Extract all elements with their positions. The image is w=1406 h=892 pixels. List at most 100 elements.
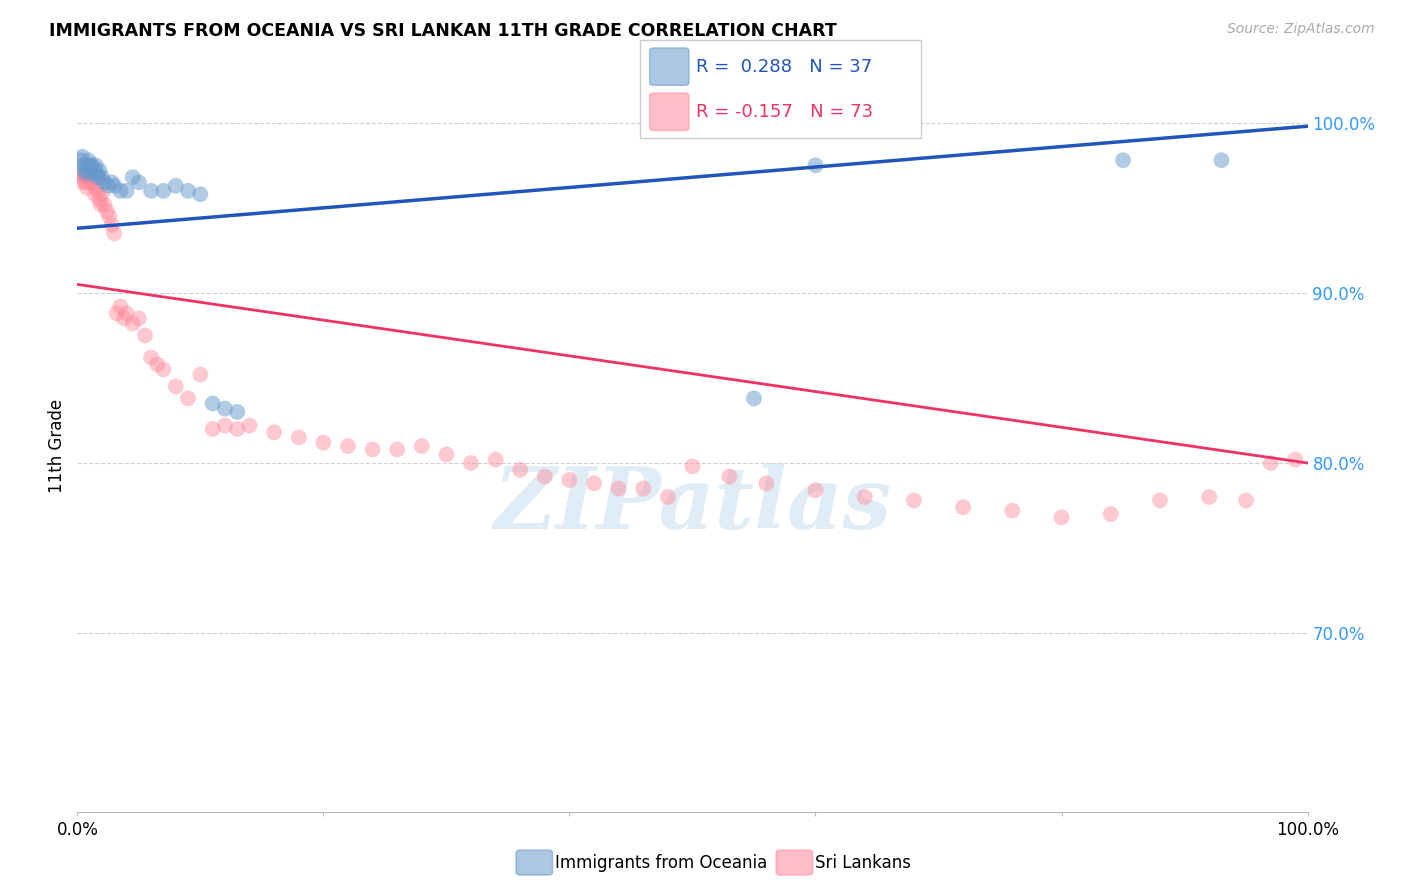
Point bbox=[411, 439, 433, 453]
Point bbox=[288, 430, 311, 444]
Point bbox=[93, 197, 115, 211]
Point bbox=[263, 425, 285, 440]
Point bbox=[682, 459, 704, 474]
Point bbox=[165, 178, 187, 193]
Point bbox=[804, 483, 827, 498]
Point bbox=[83, 163, 105, 178]
Point bbox=[89, 163, 111, 178]
Point bbox=[115, 184, 138, 198]
Point bbox=[141, 184, 163, 198]
Point bbox=[1198, 490, 1220, 504]
Point bbox=[82, 170, 104, 185]
Point bbox=[1050, 510, 1073, 524]
Point bbox=[657, 490, 679, 504]
Point bbox=[1099, 507, 1122, 521]
Point bbox=[152, 362, 174, 376]
Point bbox=[226, 405, 249, 419]
Point bbox=[76, 158, 98, 172]
Y-axis label: 11th Grade: 11th Grade bbox=[48, 399, 66, 493]
Point bbox=[101, 175, 124, 189]
Point bbox=[188, 368, 212, 382]
Point bbox=[128, 175, 150, 189]
Point bbox=[72, 167, 94, 181]
Point bbox=[93, 175, 115, 189]
Point bbox=[583, 476, 606, 491]
Text: Sri Lankans: Sri Lankans bbox=[815, 854, 911, 871]
Point bbox=[952, 500, 974, 515]
Point bbox=[77, 153, 100, 168]
Point bbox=[436, 448, 458, 462]
Point bbox=[80, 167, 103, 181]
Point bbox=[90, 170, 114, 185]
Point bbox=[214, 418, 236, 433]
Point bbox=[75, 167, 97, 181]
Text: R = -0.157   N = 73: R = -0.157 N = 73 bbox=[696, 103, 873, 120]
Point bbox=[1284, 452, 1306, 467]
Point bbox=[337, 439, 360, 453]
Text: Source: ZipAtlas.com: Source: ZipAtlas.com bbox=[1227, 22, 1375, 37]
Point bbox=[121, 170, 143, 185]
Point bbox=[1149, 493, 1171, 508]
Point bbox=[77, 170, 100, 185]
Text: Immigrants from Oceania: Immigrants from Oceania bbox=[555, 854, 768, 871]
Point bbox=[146, 357, 169, 371]
Point bbox=[103, 178, 125, 193]
Point bbox=[96, 204, 118, 219]
Point bbox=[361, 442, 384, 457]
Point bbox=[110, 300, 132, 314]
Point bbox=[853, 490, 876, 504]
Point bbox=[152, 184, 174, 198]
Point bbox=[80, 158, 103, 172]
Point bbox=[83, 187, 105, 202]
Point bbox=[97, 178, 120, 193]
Point bbox=[134, 328, 156, 343]
Point bbox=[110, 184, 132, 198]
Point bbox=[75, 175, 97, 189]
Point bbox=[86, 167, 108, 181]
Point bbox=[903, 493, 925, 508]
Point bbox=[73, 170, 96, 185]
Point bbox=[1211, 153, 1233, 168]
Point bbox=[101, 218, 124, 232]
Point bbox=[90, 187, 114, 202]
Point bbox=[1260, 456, 1282, 470]
Point bbox=[385, 442, 409, 457]
Point bbox=[82, 158, 104, 172]
Point bbox=[70, 170, 93, 185]
Point bbox=[239, 418, 262, 433]
Point bbox=[70, 150, 93, 164]
Point bbox=[112, 311, 135, 326]
Point bbox=[558, 473, 581, 487]
Point bbox=[177, 184, 200, 198]
Point bbox=[79, 163, 101, 178]
Point bbox=[534, 469, 557, 483]
Point bbox=[103, 227, 125, 241]
Point bbox=[201, 396, 224, 410]
Point bbox=[1001, 503, 1024, 517]
Point bbox=[87, 170, 110, 185]
Point bbox=[165, 379, 187, 393]
Point bbox=[742, 392, 765, 406]
Point bbox=[105, 306, 128, 320]
Point bbox=[177, 392, 200, 406]
Point bbox=[128, 311, 150, 326]
Point bbox=[70, 153, 93, 168]
Point bbox=[98, 210, 121, 224]
Point bbox=[226, 422, 249, 436]
Point bbox=[485, 452, 508, 467]
Point bbox=[89, 192, 111, 206]
Point bbox=[87, 184, 110, 198]
Point bbox=[69, 163, 91, 178]
Point bbox=[460, 456, 482, 470]
Text: R =  0.288   N = 37: R = 0.288 N = 37 bbox=[696, 58, 872, 76]
Point bbox=[76, 180, 98, 194]
Point bbox=[1234, 493, 1257, 508]
Point bbox=[755, 476, 778, 491]
Point bbox=[1112, 153, 1135, 168]
Point bbox=[214, 401, 236, 416]
Point bbox=[82, 175, 104, 189]
Point bbox=[115, 306, 138, 320]
Text: IMMIGRANTS FROM OCEANIA VS SRI LANKAN 11TH GRADE CORRELATION CHART: IMMIGRANTS FROM OCEANIA VS SRI LANKAN 11… bbox=[49, 22, 837, 40]
Point bbox=[121, 317, 143, 331]
Text: ZIPatlas: ZIPatlas bbox=[494, 463, 891, 546]
